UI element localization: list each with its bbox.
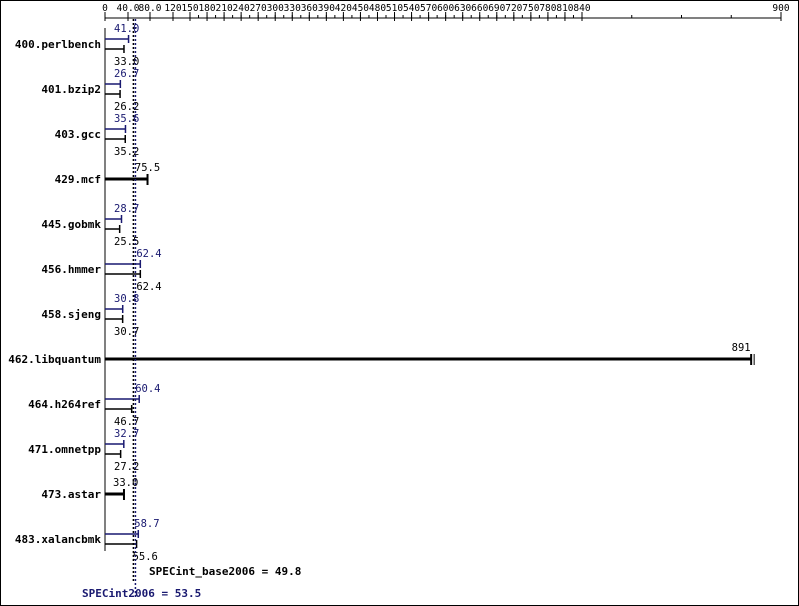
x-axis-tick-label: 390 xyxy=(318,3,335,14)
category-label: 458.sjeng xyxy=(41,308,101,321)
x-axis-tick-label: 480 xyxy=(369,3,386,14)
reference-label-peak: SPECint2006 = 53.5 xyxy=(82,587,201,600)
data-label-base: 46.7 xyxy=(114,416,139,428)
x-axis-tick-label: 40.0 xyxy=(117,3,140,14)
x-axis-tick-label: 660 xyxy=(471,3,488,14)
x-axis-tick-label: 270 xyxy=(250,3,267,14)
x-axis-tick-label: 570 xyxy=(420,3,437,14)
x-axis-tick-label: 180 xyxy=(198,3,215,14)
x-axis-tick-label: 510 xyxy=(386,3,403,14)
data-label-peak: 26.7 xyxy=(114,68,139,80)
data-label-peak: 32.7 xyxy=(114,428,139,440)
data-label-base: 75.5 xyxy=(135,162,160,174)
reference-label-base: SPECint_base2006 = 49.8 xyxy=(149,565,301,578)
x-axis-tick-label: 210 xyxy=(216,3,233,14)
x-axis-tick-label: 450 xyxy=(352,3,369,14)
x-axis-tick-label: 360 xyxy=(301,3,318,14)
x-axis-tick-label: 600 xyxy=(437,3,454,14)
x-axis-tick-label: 150 xyxy=(181,3,198,14)
data-label-base: 25.5 xyxy=(114,236,139,248)
category-label: 400.perlbench xyxy=(15,38,101,51)
x-axis-tick-label: 840 xyxy=(573,3,590,14)
x-axis-tick-label: 540 xyxy=(403,3,420,14)
x-axis-tick-label: 750 xyxy=(522,3,539,14)
category-label: 462.libquantum xyxy=(8,353,101,366)
x-axis-tick-label: 240 xyxy=(233,3,250,14)
data-label-base: 33.0 xyxy=(114,56,139,68)
category-label: 471.omnetpp xyxy=(28,443,101,456)
data-label-peak: 58.7 xyxy=(134,518,159,530)
x-axis-tick-label: 780 xyxy=(539,3,556,14)
x-axis-tick-label: 330 xyxy=(284,3,301,14)
x-axis-tick-label: 720 xyxy=(505,3,522,14)
category-label: 456.hmmer xyxy=(41,263,101,276)
data-label-base: 55.6 xyxy=(133,551,158,563)
x-axis-tick-label: 120 xyxy=(164,3,181,14)
x-axis-tick-label: 630 xyxy=(454,3,471,14)
x-axis-tick-label: 900 xyxy=(772,3,789,14)
category-label: 473.astar xyxy=(41,488,101,501)
category-label: 464.h264ref xyxy=(28,398,101,411)
data-label-base: 33.0 xyxy=(113,477,138,489)
data-label-base: 62.4 xyxy=(136,281,161,293)
category-label: 429.mcf xyxy=(55,173,101,186)
x-axis-tick-label: 80.0 xyxy=(139,3,162,14)
category-label: 403.gcc xyxy=(55,128,101,141)
x-axis-tick-label: 810 xyxy=(556,3,573,14)
x-axis-tick-label: 420 xyxy=(335,3,352,14)
category-label: 483.xalancbmk xyxy=(15,533,101,546)
data-label-peak: 60.4 xyxy=(135,383,160,395)
x-axis-tick-label: 300 xyxy=(267,3,284,14)
data-label-peak: 62.4 xyxy=(136,248,161,260)
category-label: 401.bzip2 xyxy=(41,83,101,96)
x-axis-tick-label: 690 xyxy=(488,3,505,14)
data-label-base: 891 xyxy=(732,342,751,354)
x-axis-tick-label: 0 xyxy=(102,3,108,14)
category-label: 445.gobmk xyxy=(41,218,101,231)
